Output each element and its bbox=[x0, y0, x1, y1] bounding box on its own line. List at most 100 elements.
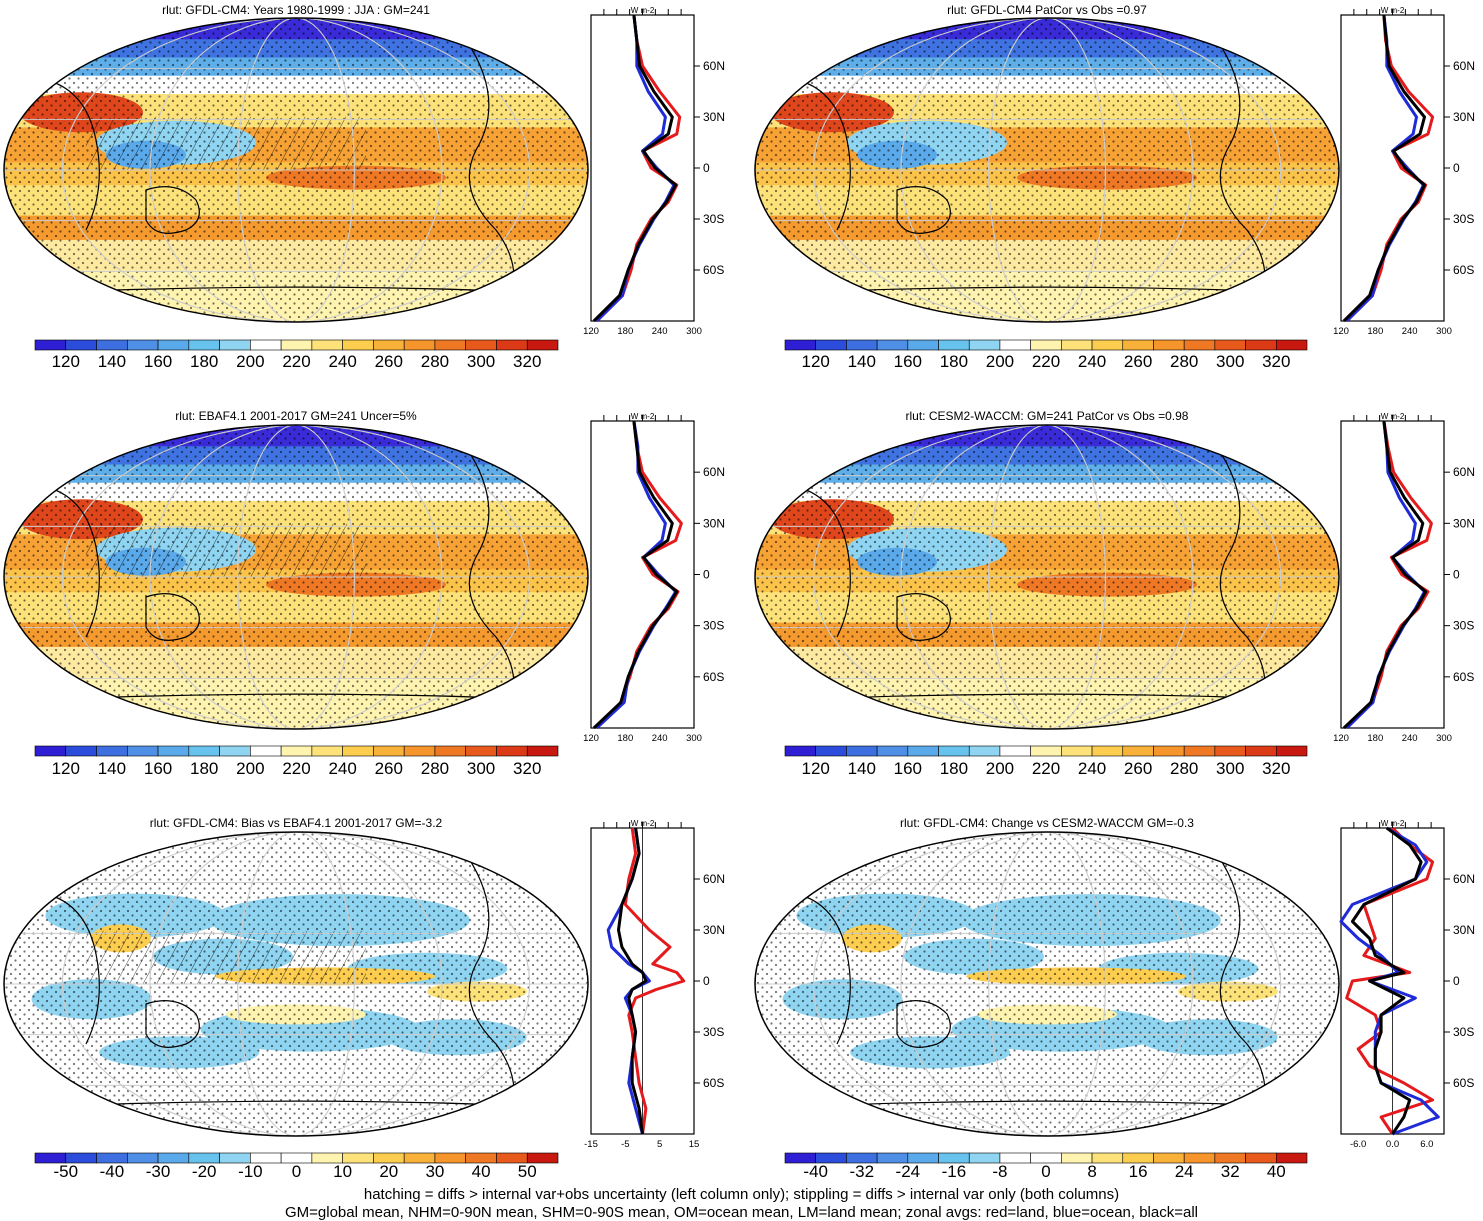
colorbar-label: 240 bbox=[1078, 352, 1106, 371]
map-coastline bbox=[896, 1000, 951, 1048]
map-coastline bbox=[896, 593, 951, 641]
map-gridline bbox=[237, 18, 355, 322]
profile-ytick-label: 30N bbox=[1453, 516, 1475, 530]
colorbar-swatch bbox=[373, 745, 405, 757]
colorbar-label: 300 bbox=[1216, 352, 1244, 371]
colorbar-label: 20 bbox=[379, 1162, 398, 1181]
colorbar-swatch bbox=[1214, 339, 1246, 351]
profile-xtick-label: 120 bbox=[583, 733, 599, 744]
colorbar-swatch bbox=[526, 1152, 559, 1164]
colorbar-swatch bbox=[784, 745, 817, 757]
profile-line-all bbox=[1342, 420, 1428, 730]
colorbar-label: 180 bbox=[940, 352, 968, 371]
map-gridline bbox=[61, 18, 531, 322]
profile-line-all bbox=[1342, 14, 1426, 323]
colorbar-label: 240 bbox=[328, 352, 356, 371]
colorbar-label: -40 bbox=[803, 1162, 828, 1181]
colorbar-swatch bbox=[1091, 745, 1124, 757]
profile-xtick-label: -5 bbox=[621, 1139, 629, 1150]
profile-ytick-label: 30S bbox=[703, 619, 724, 633]
map-coastline bbox=[45, 893, 100, 1045]
colorbar-label: -20 bbox=[192, 1162, 217, 1181]
map-border bbox=[754, 424, 1340, 730]
colorbar-swatch bbox=[219, 339, 251, 351]
colorbar-swatch bbox=[815, 339, 847, 351]
map-coastline bbox=[1216, 39, 1266, 311]
profile-xtick-label: 120 bbox=[1333, 326, 1349, 337]
profile-xtick-label: 180 bbox=[617, 733, 633, 744]
colorbar-label: 220 bbox=[282, 759, 310, 778]
colorbar-swatch bbox=[846, 339, 878, 351]
map-panel bbox=[3, 17, 589, 323]
colorbar-swatch bbox=[1122, 745, 1154, 757]
colorbar-swatch bbox=[342, 339, 374, 351]
colorbar-swatch bbox=[526, 745, 559, 757]
colorbar: 120 140 160 180 200 220 240 260 280 300 320 bbox=[34, 339, 559, 371]
colorbar-swatch bbox=[1183, 745, 1216, 757]
colorbar-swatch bbox=[403, 745, 436, 757]
map-gridline bbox=[988, 832, 1106, 1136]
colorbar-label: -32 bbox=[849, 1162, 874, 1181]
profile-ytick-label: 60N bbox=[1453, 872, 1475, 886]
map-coastline bbox=[145, 186, 200, 234]
profile-xtick-label: -15 bbox=[584, 1139, 598, 1150]
colorbar-label: 220 bbox=[1032, 352, 1060, 371]
colorbar-label: 240 bbox=[1078, 759, 1106, 778]
map-coastline bbox=[796, 893, 851, 1045]
map-coastline bbox=[45, 79, 100, 231]
colorbar-label: 160 bbox=[894, 352, 922, 371]
profile-xtick-label: 300 bbox=[686, 326, 702, 337]
colorbar-label: 200 bbox=[236, 352, 264, 371]
colorbar-label: 0 bbox=[292, 1162, 301, 1181]
profile-ytick-label: 30S bbox=[1453, 619, 1474, 633]
profile-ytick-label: 0 bbox=[1453, 974, 1460, 988]
map-border bbox=[3, 831, 589, 1137]
colorbar-swatch bbox=[1183, 339, 1216, 351]
panel-title: rlut: GFDL-CM4: Change vs CESM2-WACCM GM… bbox=[900, 816, 1194, 830]
colorbar-swatch bbox=[188, 339, 220, 351]
colorbar-label: 280 bbox=[421, 759, 449, 778]
colorbar-label: 220 bbox=[282, 352, 310, 371]
colorbar-swatch bbox=[907, 339, 939, 351]
map-hatching bbox=[86, 523, 366, 577]
panel-title: rlut: CESM2-WACCM: GM=241 PatCor vs Obs … bbox=[906, 409, 1189, 423]
profile-xtick-label: 15 bbox=[689, 1139, 700, 1150]
profile-ytick-label: 0 bbox=[1453, 161, 1460, 175]
profile-xtick-label: 0.0 bbox=[1386, 1139, 1399, 1150]
colorbar-swatch bbox=[465, 339, 497, 351]
map-gridline bbox=[149, 425, 443, 729]
profile-xtick-label: -6.0 bbox=[1350, 1139, 1366, 1150]
profile-ytick-label: 30N bbox=[1453, 110, 1475, 124]
map-coastline bbox=[796, 79, 851, 231]
colorbar-label: 16 bbox=[1129, 1162, 1148, 1181]
profile-ytick-label: 30S bbox=[703, 212, 724, 226]
profile-line-land bbox=[1345, 826, 1435, 1135]
colorbar-swatch bbox=[1061, 745, 1093, 757]
colorbar-label: 160 bbox=[894, 759, 922, 778]
profile-xtick-label: 240 bbox=[652, 733, 668, 744]
map-gridline bbox=[812, 832, 1282, 1136]
colorbar-label: 260 bbox=[1124, 759, 1152, 778]
colorbar-swatch bbox=[1030, 745, 1062, 757]
map-gridline bbox=[812, 18, 1282, 322]
colorbar: 120 140 160 180 200 220 240 260 280 300 320 bbox=[784, 745, 1308, 778]
colorbar-swatch bbox=[157, 745, 190, 757]
map-gridline bbox=[149, 832, 443, 1136]
profile-ytick-label: 0 bbox=[1453, 568, 1460, 582]
map-gridline bbox=[900, 18, 1194, 322]
colorbar-swatch bbox=[403, 339, 436, 351]
profile-xtick-label: 300 bbox=[1436, 326, 1452, 337]
map-gridline bbox=[988, 18, 1106, 322]
colorbar-label: -24 bbox=[896, 1162, 921, 1181]
colorbar-swatch bbox=[846, 745, 878, 757]
map-coastline bbox=[796, 486, 851, 638]
colorbar-swatch bbox=[465, 745, 497, 757]
colorbar-swatch bbox=[999, 339, 1031, 351]
colorbar-label: -10 bbox=[238, 1162, 263, 1181]
profile-ytick-label: 30N bbox=[703, 516, 725, 530]
profile-ytick-label: 30N bbox=[703, 110, 725, 124]
colorbar-swatch bbox=[1153, 745, 1185, 757]
colorbar-swatch bbox=[999, 745, 1031, 757]
